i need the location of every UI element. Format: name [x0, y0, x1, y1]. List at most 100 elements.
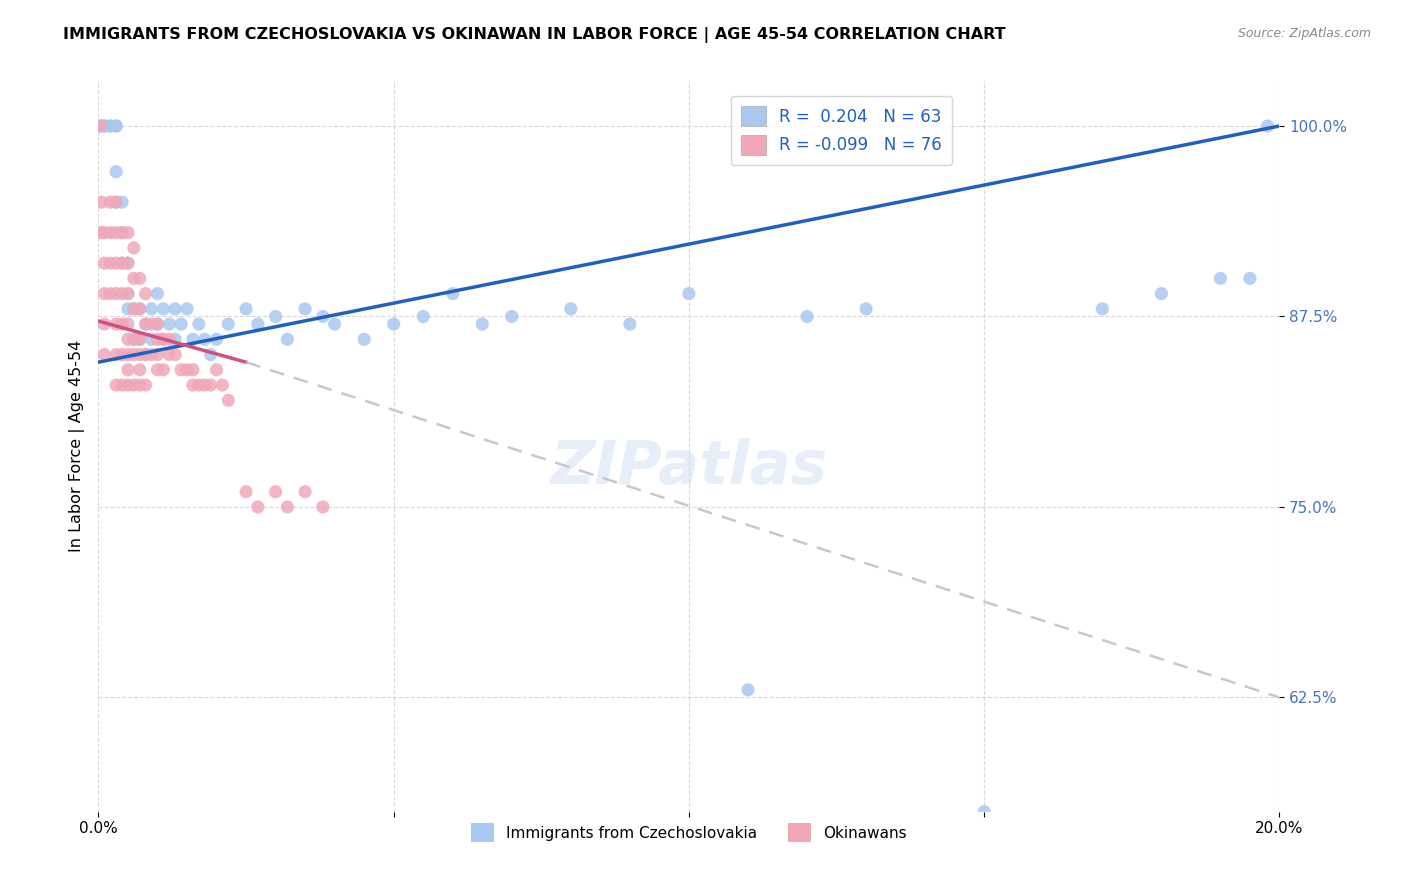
Point [90, 119, 112, 133]
Point [135, 317, 157, 331]
Point [111, 195, 134, 210]
Point [93, 317, 115, 331]
Point [111, 226, 134, 240]
Point [111, 378, 134, 392]
Point [117, 226, 139, 240]
Y-axis label: In Labor Force | Age 45-54: In Labor Force | Age 45-54 [69, 340, 84, 552]
Point [111, 256, 134, 270]
Point [152, 363, 174, 377]
Point [165, 332, 187, 346]
Point [1091, 301, 1114, 316]
Point [135, 286, 157, 301]
Point [117, 363, 139, 377]
Point [93, 226, 115, 240]
Point [678, 286, 700, 301]
Point [128, 378, 150, 392]
Point [117, 317, 139, 331]
Point [128, 301, 150, 316]
Point [117, 378, 139, 392]
Point [122, 271, 145, 285]
Point [128, 271, 150, 285]
Point [176, 301, 198, 316]
Point [294, 301, 316, 316]
Point [152, 332, 174, 346]
Point [152, 301, 174, 316]
Point [152, 332, 174, 346]
Point [98, 256, 121, 270]
Point [157, 348, 180, 362]
Point [1150, 286, 1173, 301]
Point [128, 332, 150, 346]
Point [122, 301, 145, 316]
Point [135, 348, 157, 362]
Point [146, 332, 169, 346]
Point [135, 378, 157, 392]
Point [93, 119, 115, 133]
Point [117, 256, 139, 270]
Point [181, 363, 204, 377]
Point [176, 363, 198, 377]
Point [141, 301, 163, 316]
Point [246, 317, 269, 331]
Point [235, 484, 257, 499]
Point [246, 500, 269, 514]
Point [855, 301, 877, 316]
Legend: Immigrants from Czechoslovakia, Okinawans: Immigrants from Czechoslovakia, Okinawan… [465, 817, 912, 848]
Point [194, 332, 217, 346]
Point [294, 484, 316, 499]
Point [157, 332, 180, 346]
Point [105, 286, 128, 301]
Point [105, 195, 128, 210]
Point [105, 317, 128, 331]
Point [117, 256, 139, 270]
Point [117, 332, 139, 346]
Point [98, 119, 121, 133]
Point [111, 226, 134, 240]
Point [187, 378, 209, 392]
Point [117, 286, 139, 301]
Point [105, 119, 128, 133]
Point [235, 301, 257, 316]
Point [141, 348, 163, 362]
Text: IMMIGRANTS FROM CZECHOSLOVAKIA VS OKINAWAN IN LABOR FORCE | AGE 45-54 CORRELATIO: IMMIGRANTS FROM CZECHOSLOVAKIA VS OKINAW… [63, 27, 1005, 43]
Point [170, 363, 193, 377]
Point [560, 301, 582, 316]
Point [89, 119, 111, 133]
Point [128, 301, 150, 316]
Point [619, 317, 641, 331]
Point [146, 317, 169, 331]
Point [205, 332, 228, 346]
Point [90, 226, 112, 240]
Point [157, 317, 180, 331]
Point [973, 805, 995, 819]
Point [276, 332, 298, 346]
Point [117, 301, 139, 316]
Point [105, 195, 128, 210]
Point [146, 348, 169, 362]
Point [1239, 271, 1261, 285]
Point [105, 165, 128, 179]
Point [111, 317, 134, 331]
Point [93, 119, 115, 133]
Point [200, 348, 222, 362]
Point [98, 286, 121, 301]
Point [382, 317, 405, 331]
Point [146, 286, 169, 301]
Point [217, 393, 239, 408]
Point [501, 310, 523, 324]
Point [105, 256, 128, 270]
Point [1209, 271, 1232, 285]
Point [312, 500, 335, 514]
Point [205, 363, 228, 377]
Point [194, 378, 217, 392]
Point [141, 317, 163, 331]
Point [146, 317, 169, 331]
Point [276, 500, 298, 514]
Point [135, 348, 157, 362]
Point [93, 286, 115, 301]
Point [187, 317, 209, 331]
Point [98, 195, 121, 210]
Point [105, 378, 128, 392]
Point [98, 226, 121, 240]
Point [170, 317, 193, 331]
